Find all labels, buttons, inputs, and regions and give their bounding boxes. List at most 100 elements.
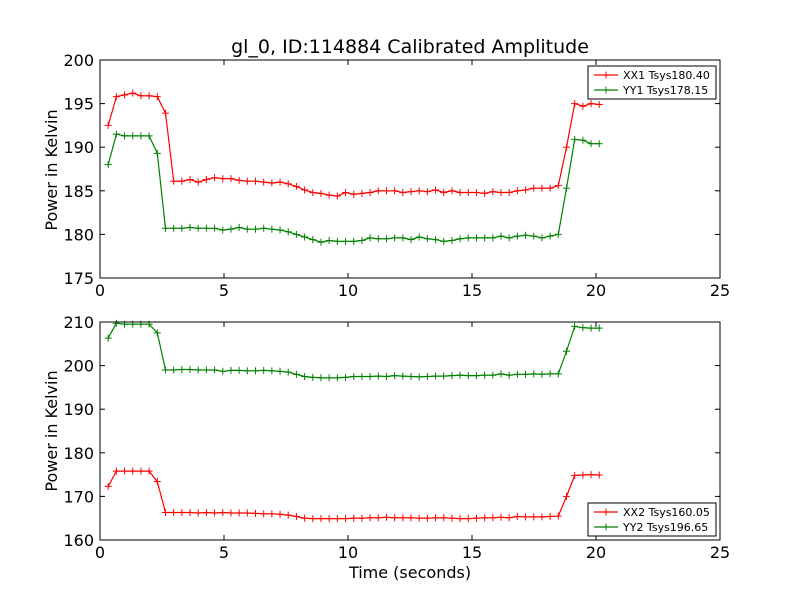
data-point — [513, 187, 521, 195]
data-point — [235, 509, 243, 517]
data-point — [522, 186, 530, 194]
data-point — [587, 324, 595, 332]
data-point — [595, 471, 603, 479]
data-point — [211, 509, 219, 517]
y-tick-label: 200 — [63, 51, 94, 70]
data-point — [243, 225, 251, 233]
data-point — [251, 177, 259, 185]
data-point — [145, 467, 153, 475]
data-point — [489, 371, 497, 379]
data-point — [243, 367, 251, 375]
data-point — [251, 509, 259, 517]
x-tick-label: 25 — [710, 543, 730, 562]
data-point — [235, 366, 243, 374]
data-point — [554, 370, 562, 378]
data-point — [202, 366, 210, 374]
data-point — [374, 187, 382, 195]
data-point — [251, 367, 259, 375]
data-point — [497, 189, 505, 197]
data-point — [513, 370, 521, 378]
data-point — [522, 231, 530, 239]
data-point — [194, 178, 202, 186]
data-point — [358, 237, 366, 245]
data-point — [186, 509, 194, 517]
data-point — [243, 509, 251, 517]
bottom-y-axis-label: Power in Kelvin — [42, 370, 61, 491]
data-point — [440, 237, 448, 245]
data-point — [415, 373, 423, 381]
data-point — [497, 232, 505, 240]
data-point — [104, 334, 112, 342]
data-point — [333, 374, 341, 382]
x-tick-label: 5 — [219, 281, 229, 300]
y-tick-label: 190 — [63, 400, 94, 419]
x-tick-label: 10 — [338, 281, 358, 300]
data-point — [489, 514, 497, 522]
data-point — [530, 370, 538, 378]
data-point — [301, 514, 309, 522]
data-point — [472, 189, 480, 197]
data-point — [129, 132, 137, 140]
data-point — [366, 234, 374, 242]
x-axis-label: Time (seconds) — [348, 563, 471, 582]
data-point — [186, 366, 194, 374]
data-point — [186, 223, 194, 231]
data-point — [505, 371, 513, 379]
data-point — [579, 324, 587, 332]
data-point — [505, 189, 513, 197]
x-tick-label: 5 — [219, 543, 229, 562]
data-point — [481, 371, 489, 379]
data-point — [538, 234, 546, 242]
data-point — [260, 366, 268, 374]
data-point — [432, 236, 440, 244]
data-point — [104, 121, 112, 129]
data-point — [292, 230, 300, 238]
data-point — [399, 189, 407, 197]
legend-entry: XX1 Tsys180.40 — [594, 69, 710, 82]
data-point — [382, 187, 390, 195]
chart-title: gl_0, ID:114884 Calibrated Amplitude — [231, 36, 589, 58]
data-point — [178, 224, 186, 232]
data-point — [391, 234, 399, 242]
data-point — [530, 184, 538, 192]
data-point — [194, 224, 202, 232]
data-point — [309, 189, 317, 197]
legend-entry: YY1 Tsys178.15 — [594, 84, 708, 97]
data-point — [587, 140, 595, 148]
data-point — [407, 188, 415, 196]
data-point — [554, 512, 562, 520]
data-point — [440, 372, 448, 380]
data-point — [342, 189, 350, 197]
data-point — [530, 513, 538, 521]
data-point — [211, 224, 219, 232]
data-point — [513, 512, 521, 520]
data-point — [227, 225, 235, 233]
data-point — [595, 140, 603, 148]
data-point — [342, 237, 350, 245]
data-point — [317, 238, 325, 246]
data-point — [432, 372, 440, 380]
data-point — [309, 515, 317, 523]
y-tick-label: 180 — [63, 225, 94, 244]
data-point — [235, 223, 243, 231]
data-point — [497, 513, 505, 521]
data-point — [382, 513, 390, 521]
data-point — [268, 367, 276, 375]
data-point — [538, 184, 546, 192]
data-point — [170, 224, 178, 232]
data-point — [129, 467, 137, 475]
data-point — [194, 366, 202, 374]
data-point — [137, 132, 145, 140]
data-point — [513, 232, 521, 240]
data-point — [432, 514, 440, 522]
data-point — [325, 374, 333, 382]
data-point — [423, 235, 431, 243]
data-point — [382, 235, 390, 243]
series-1 — [104, 467, 603, 523]
legend-box — [587, 65, 717, 100]
x-tick-label: 15 — [462, 281, 482, 300]
series-2 — [104, 319, 603, 382]
data-point — [366, 189, 374, 197]
data-point — [374, 235, 382, 243]
